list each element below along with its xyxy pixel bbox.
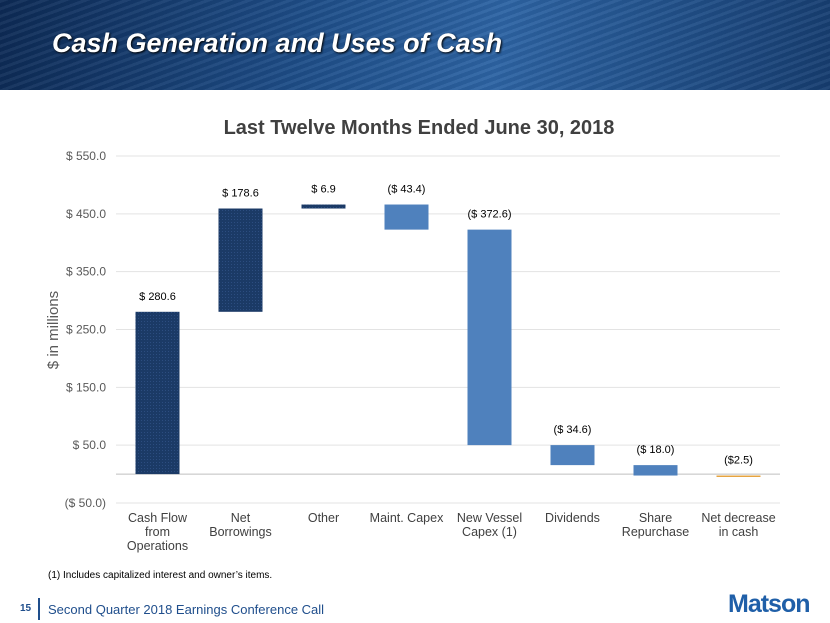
logo: Matson: [728, 590, 810, 618]
value-label: ($ 18.0): [637, 444, 675, 456]
value-label: $ 178.6: [222, 188, 259, 200]
slide-title: Cash Generation and Uses of Cash: [52, 28, 503, 58]
y-tick-label: $ 350.0: [66, 265, 106, 279]
bar: [218, 208, 263, 312]
bar: [301, 204, 346, 209]
bar: [135, 311, 180, 475]
value-label: ($ 43.4): [388, 184, 426, 196]
bar: [633, 465, 678, 476]
y-tick-label: $ 550.0: [66, 149, 106, 163]
y-axis-label: $ in millions: [45, 291, 62, 369]
value-label: ($2.5): [724, 455, 753, 467]
footnote: (1) Includes capitalized interest and ow…: [48, 570, 273, 581]
value-label: $ 280.6: [139, 291, 176, 303]
footer: Second Quarter 2018 Earnings Conference …: [48, 602, 325, 617]
chart-title: Last Twelve Months Ended June 30, 2018: [224, 117, 615, 139]
value-label: ($ 34.6): [554, 424, 592, 436]
y-tick-label: $ 50.0: [73, 438, 107, 452]
x-tick-label: Net decrease in cash: [701, 511, 776, 539]
x-tick-label: Share Repurchase: [621, 511, 690, 539]
page-number: 15: [20, 603, 32, 614]
y-tick-label: ($ 50.0): [65, 496, 106, 510]
x-tick-label: Dividends: [545, 511, 600, 525]
banner: [0, 0, 830, 90]
bar: [550, 445, 595, 466]
bar: [716, 475, 761, 477]
y-tick-label: $ 250.0: [66, 323, 106, 337]
x-tick-label: Other: [307, 511, 340, 525]
x-tick-label: New Vessel Capex (1): [456, 511, 523, 539]
x-tick-label: Cash Flow from Operations: [126, 511, 189, 553]
x-tick-label: Net Borrowings: [209, 511, 272, 539]
bar: [467, 229, 512, 446]
value-label: ($ 372.6): [467, 209, 511, 221]
y-tick-label: $ 150.0: [66, 380, 106, 394]
bar: [384, 204, 429, 230]
x-tick-label: Maint. Capex: [369, 511, 444, 525]
value-label: $ 6.9: [311, 184, 335, 196]
divider: [38, 598, 40, 620]
y-tick-label: $ 450.0: [66, 207, 106, 221]
